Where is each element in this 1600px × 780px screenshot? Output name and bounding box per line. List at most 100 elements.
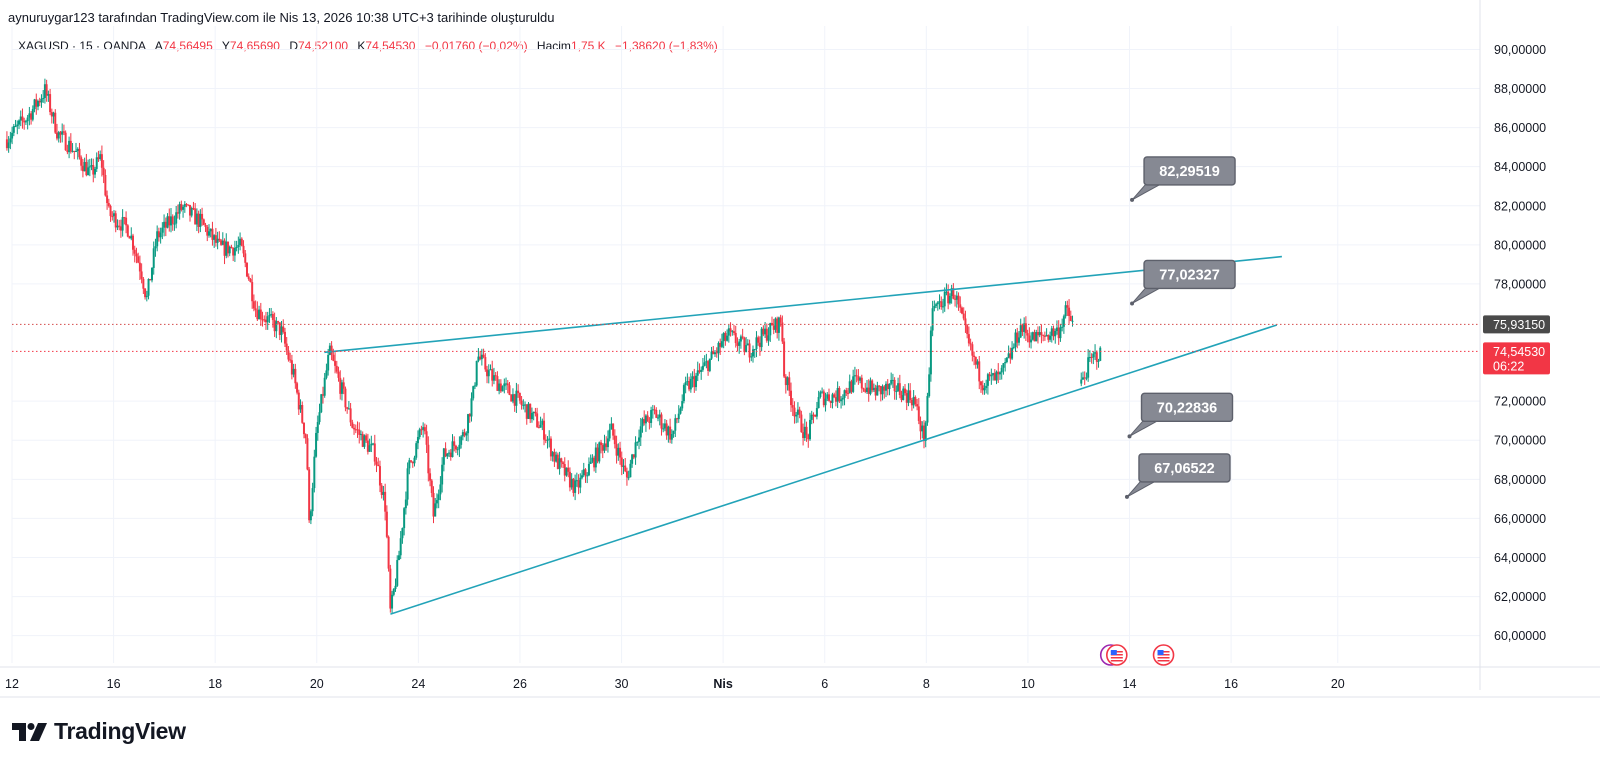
candle-body	[266, 316, 269, 323]
candle-body	[1090, 357, 1093, 359]
candle-body	[330, 345, 333, 355]
candle-body	[536, 413, 539, 428]
candle-body	[297, 392, 300, 410]
time-axis-label: 14	[1123, 677, 1137, 691]
tradingview-logo[interactable]: TradingView	[12, 718, 186, 745]
candle-body	[757, 337, 760, 343]
candle-body	[791, 405, 794, 408]
candle-body	[802, 432, 805, 439]
candle-body	[783, 341, 786, 377]
candle-body	[884, 383, 887, 391]
candle-body	[49, 94, 52, 113]
candle-body	[392, 588, 395, 595]
chart-credit: aynuruygar123 tarafından TradingView.com…	[8, 10, 555, 25]
candle-body	[530, 412, 533, 420]
callout-box[interactable]	[1140, 392, 1234, 423]
candle-body	[232, 248, 235, 256]
candle-body	[513, 394, 516, 406]
candle-body	[439, 484, 442, 495]
callout-box[interactable]	[1143, 259, 1236, 290]
candle-body	[28, 113, 31, 118]
candle-body	[549, 438, 552, 457]
candle-body	[354, 429, 357, 431]
candle-body	[774, 318, 777, 330]
candle-body	[988, 374, 991, 377]
price-callouts[interactable]: 82,29519 77,02327 70,22836 67,06522	[1124, 156, 1236, 499]
candle-body	[669, 426, 672, 440]
candle-body	[834, 397, 837, 402]
candle-body	[867, 387, 870, 394]
candle-body	[168, 216, 171, 226]
candle-body	[705, 361, 708, 363]
event-markers[interactable]	[1099, 644, 1175, 666]
candle-body	[176, 212, 179, 214]
candle-body	[543, 420, 546, 440]
trendline[interactable]	[324, 255, 1282, 354]
candle-body	[90, 165, 93, 167]
candle-body	[581, 475, 584, 478]
trendlines[interactable]	[324, 255, 1282, 615]
callout-box[interactable]	[1143, 156, 1236, 186]
candle-body	[736, 343, 739, 346]
candle-body	[92, 165, 95, 175]
candle-body	[890, 379, 893, 384]
candle-body	[779, 317, 782, 323]
candle-body	[347, 408, 350, 410]
candle-body	[468, 414, 471, 417]
candle-body	[845, 390, 848, 394]
candle-body	[100, 154, 103, 168]
candle-body	[684, 382, 687, 386]
candle-body	[979, 381, 982, 386]
candle-body	[31, 109, 34, 120]
candle-body	[479, 356, 482, 360]
candle-body	[68, 140, 71, 153]
candle-body	[460, 436, 463, 445]
candle-body	[378, 466, 381, 486]
candle-body	[703, 362, 706, 366]
candle-body	[511, 394, 514, 402]
candle-body	[473, 385, 476, 387]
us-flag-stripe	[1110, 660, 1123, 662]
price-badge	[1483, 315, 1550, 334]
candle-body	[195, 213, 198, 225]
time-axis-label: 16	[1224, 677, 1238, 691]
price-axis-label: 88,00000	[1494, 82, 1546, 96]
candle-body	[138, 262, 141, 272]
candle-body	[1040, 332, 1043, 335]
candle-body	[822, 391, 825, 406]
candle-body	[57, 132, 60, 139]
candle-body	[321, 394, 324, 396]
candle-body	[94, 168, 97, 175]
trendline[interactable]	[390, 324, 1278, 615]
candle-body	[164, 221, 167, 228]
candle-body	[883, 386, 886, 391]
candle-body	[432, 492, 435, 517]
candle-body	[23, 120, 26, 123]
price-axis-label: 86,00000	[1494, 121, 1546, 135]
candle-body	[161, 227, 164, 233]
candle-body	[983, 388, 986, 391]
candle-body	[772, 325, 775, 330]
candle-body	[796, 409, 799, 415]
candle-body	[114, 213, 117, 228]
candle-body	[501, 386, 504, 392]
candle-body	[498, 383, 501, 391]
candle-body	[508, 385, 511, 395]
candle-body	[700, 369, 703, 372]
candle-body	[717, 342, 720, 354]
candle-body	[475, 360, 478, 386]
candle-body	[368, 445, 371, 452]
candle-body	[1023, 323, 1026, 332]
candle-body	[966, 325, 969, 335]
candle-body	[900, 395, 903, 401]
callout-box[interactable]	[1138, 453, 1231, 483]
candle-body	[650, 410, 653, 423]
candle-body	[102, 167, 105, 175]
candle-body	[159, 232, 162, 238]
candle-body	[1059, 327, 1062, 339]
candle-body	[78, 148, 81, 158]
candle-body	[287, 350, 290, 360]
axes[interactable]: 90,00000 88,00000 86,00000 84,00000 82,00000…	[0, 0, 1600, 698]
candle-body	[1038, 332, 1041, 336]
